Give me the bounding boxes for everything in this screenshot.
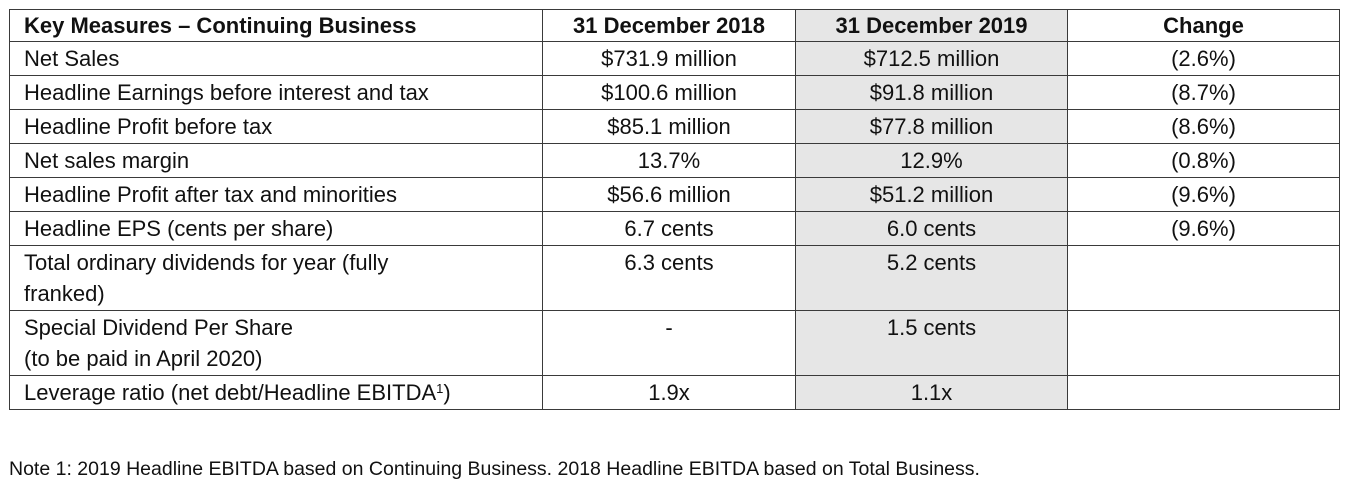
- value-2018-cell: 1.9x: [542, 375, 796, 410]
- value-2019-cell: 12.9%: [795, 143, 1068, 178]
- change-cell: [1067, 375, 1340, 410]
- value-2019-cell: $51.2 million: [795, 177, 1068, 212]
- change-cell: [1067, 245, 1340, 311]
- measure-cell: Net Sales: [9, 41, 543, 76]
- measure-line-1: Total ordinary dividends for year (fully: [24, 250, 389, 275]
- measure-cell: Headline EPS (cents per share): [9, 211, 543, 246]
- value-2018-cell: $85.1 million: [542, 109, 796, 144]
- measure-cell: Headline Profit before tax: [9, 109, 543, 144]
- table-row: Leverage ratio (net debt/Headline EBITDA…: [9, 375, 1340, 410]
- value-2019-cell: $91.8 million: [795, 75, 1068, 110]
- measure-cell: Total ordinary dividends for year (fully…: [9, 245, 543, 311]
- value-2018-cell: 13.7%: [542, 143, 796, 178]
- header-2018: 31 December 2018: [542, 9, 796, 42]
- value-2018-cell: -: [542, 310, 796, 376]
- table-row: Total ordinary dividends for year (fully…: [9, 245, 1340, 311]
- value-2018-cell: $56.6 million: [542, 177, 796, 212]
- measure-line-2: franked): [24, 281, 105, 306]
- key-measures-table: Key Measures – Continuing Business 31 De…: [9, 9, 1340, 410]
- value-2018-cell: 6.7 cents: [542, 211, 796, 246]
- value-2019-cell: $77.8 million: [795, 109, 1068, 144]
- footnote: Note 1: 2019 Headline EBITDA based on Co…: [9, 458, 980, 480]
- table-row: Special Dividend Per Share (to be paid i…: [9, 310, 1340, 376]
- value-2019-cell: $712.5 million: [795, 41, 1068, 76]
- measure-cell: Special Dividend Per Share (to be paid i…: [9, 310, 543, 376]
- value-2019-cell: 1.1x: [795, 375, 1068, 410]
- table-row: Net Sales $731.9 million $712.5 million …: [9, 41, 1340, 76]
- footnote-marker: 1: [436, 381, 444, 396]
- header-change: Change: [1067, 9, 1340, 42]
- value-2018-cell: 6.3 cents: [542, 245, 796, 311]
- change-cell: (9.6%): [1067, 211, 1340, 246]
- value-2019-cell: 1.5 cents: [795, 310, 1068, 376]
- table-row: Headline Profit after tax and minorities…: [9, 177, 1340, 212]
- measure-cell: Leverage ratio (net debt/Headline EBITDA…: [9, 375, 543, 410]
- measure-cell: Headline Profit after tax and minorities: [9, 177, 543, 212]
- measure-text: Leverage ratio (net debt/Headline EBITDA: [24, 380, 437, 405]
- measure-cell: Headline Earnings before interest and ta…: [9, 75, 543, 110]
- value-2019-cell: 5.2 cents: [795, 245, 1068, 311]
- change-cell: (9.6%): [1067, 177, 1340, 212]
- measure-line-1: Special Dividend Per Share: [24, 315, 294, 340]
- measure-line-2: (to be paid in April 2020): [24, 346, 263, 371]
- table-row: Headline Earnings before interest and ta…: [9, 75, 1340, 110]
- header-key-measures: Key Measures – Continuing Business: [9, 9, 543, 42]
- table-row: Headline EPS (cents per share) 6.7 cents…: [9, 211, 1340, 246]
- value-2018-cell: $731.9 million: [542, 41, 796, 76]
- change-cell: (8.6%): [1067, 109, 1340, 144]
- measure-cell: Net sales margin: [9, 143, 543, 178]
- measure-suffix: ): [443, 380, 451, 405]
- change-cell: (2.6%): [1067, 41, 1340, 76]
- change-cell: [1067, 310, 1340, 376]
- value-2019-cell: 6.0 cents: [795, 211, 1068, 246]
- table-header-row: Key Measures – Continuing Business 31 De…: [9, 9, 1340, 42]
- value-2018-cell: $100.6 million: [542, 75, 796, 110]
- change-cell: (0.8%): [1067, 143, 1340, 178]
- header-2019: 31 December 2019: [795, 9, 1068, 42]
- table-row: Net sales margin 13.7% 12.9% (0.8%): [9, 143, 1340, 178]
- table-row: Headline Profit before tax $85.1 million…: [9, 109, 1340, 144]
- change-cell: (8.7%): [1067, 75, 1340, 110]
